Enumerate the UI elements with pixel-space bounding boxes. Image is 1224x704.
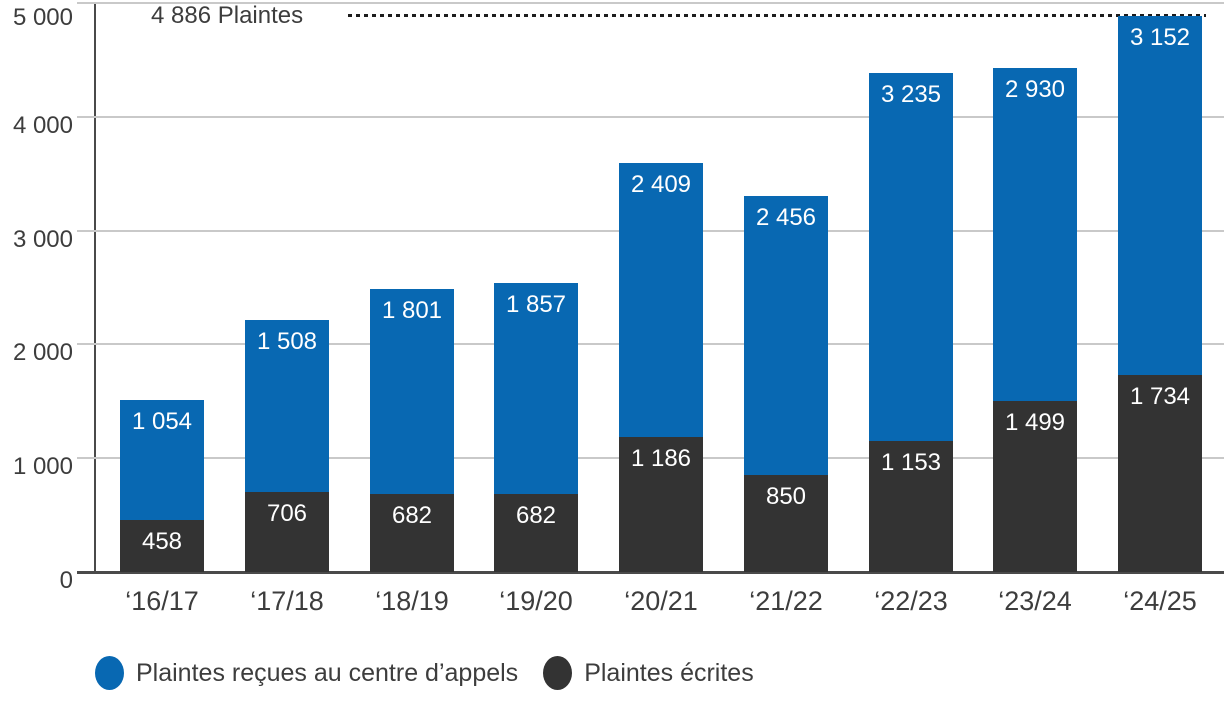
x-tick-label: ‘20/21 <box>624 586 698 616</box>
y-tick-label: 5 000 <box>12 4 73 31</box>
legend-item-calls: Plaintes reçues au centre d’appels <box>95 656 518 690</box>
gridline <box>77 2 1224 4</box>
chart-legend: Plaintes reçues au centre d’appels Plain… <box>95 652 754 694</box>
x-tick-label: ‘19/20 <box>499 586 573 616</box>
x-tick-label: ‘24/25 <box>1123 586 1197 616</box>
bar-value-label: 3 152 <box>1129 24 1191 51</box>
x-tick-label: ‘21/22 <box>749 586 823 616</box>
x-tick-label: ‘23/24 <box>998 586 1072 616</box>
bar-value-label: 1 508 <box>256 328 318 355</box>
bar-value-label: 1 186 <box>630 445 692 472</box>
x-tick-label: ‘18/19 <box>375 586 449 616</box>
bar-value-label: 1 153 <box>880 449 942 476</box>
y-tick-label: 1 000 <box>12 453 73 481</box>
bar-segment-calls: 2 930 <box>993 68 1077 401</box>
bar-segment-written: 682 <box>370 494 454 572</box>
y-tick-label: 4 000 <box>12 111 73 139</box>
bar-value-label: 682 <box>515 502 557 529</box>
bar-value-label: 1 734 <box>1129 383 1191 410</box>
y-tick-label: 0 <box>59 567 73 594</box>
bar-value-label: 706 <box>266 500 308 527</box>
legend-swatch-dark-circle <box>543 656 573 690</box>
bar-value-label: 2 456 <box>755 204 817 231</box>
bar-segment-written: 682 <box>494 494 578 572</box>
legend-label-written: Plaintes écrites <box>584 659 754 687</box>
bar-value-label: 458 <box>141 528 183 555</box>
bar-segment-calls: 1 857 <box>494 283 578 494</box>
y-tick-label: 2 000 <box>12 339 73 367</box>
bar-value-label: 850 <box>765 483 807 510</box>
y-tick-label: 3 000 <box>12 225 73 253</box>
bar-segment-calls: 3 235 <box>869 73 953 441</box>
legend-label-calls: Plaintes reçues au centre d’appels <box>136 659 519 687</box>
bar-segment-written: 1 186 <box>619 437 703 572</box>
bar-value-label: 1 499 <box>1004 409 1066 436</box>
bar-segment-calls: 1 508 <box>245 320 329 492</box>
bar-segment-written: 706 <box>245 492 329 572</box>
bar-segment-written: 458 <box>120 520 204 572</box>
bar-segment-calls: 2 409 <box>619 163 703 437</box>
gridline <box>77 115 1224 118</box>
bar-value-label: 1 857 <box>505 291 567 318</box>
bar-segment-calls: 2 456 <box>744 196 828 475</box>
legend-swatch-blue-circle <box>95 656 124 690</box>
x-tick-label: ‘22/23 <box>874 586 948 616</box>
bar-value-label: 1 801 <box>381 297 443 324</box>
bar-segment-written: 1 153 <box>869 441 953 572</box>
x-tick-label: ‘17/18 <box>250 586 324 616</box>
bar-segment-calls: 3 152 <box>1118 16 1202 375</box>
legend-item-written: Plaintes écrites <box>543 656 754 690</box>
y-axis-line <box>94 3 96 572</box>
bar-value-label: 3 235 <box>880 81 942 108</box>
bar-segment-written: 850 <box>744 475 828 572</box>
x-axis-baseline <box>77 571 1224 574</box>
annotation-label: 4 886 Plaintes <box>151 2 304 29</box>
bar-segment-calls: 1 801 <box>370 289 454 494</box>
bar-segment-written: 1 499 <box>993 401 1077 572</box>
bar-value-label: 682 <box>391 502 433 529</box>
x-tick-label: ‘16/17 <box>125 586 199 616</box>
bar-value-label: 1 054 <box>131 408 193 435</box>
bar-value-label: 2 409 <box>630 171 692 198</box>
annotation-dotted-line <box>348 14 1206 17</box>
bar-segment-written: 1 734 <box>1118 375 1202 572</box>
bar-value-label: 2 930 <box>1004 76 1066 103</box>
bar-segment-calls: 1 054 <box>120 400 204 520</box>
